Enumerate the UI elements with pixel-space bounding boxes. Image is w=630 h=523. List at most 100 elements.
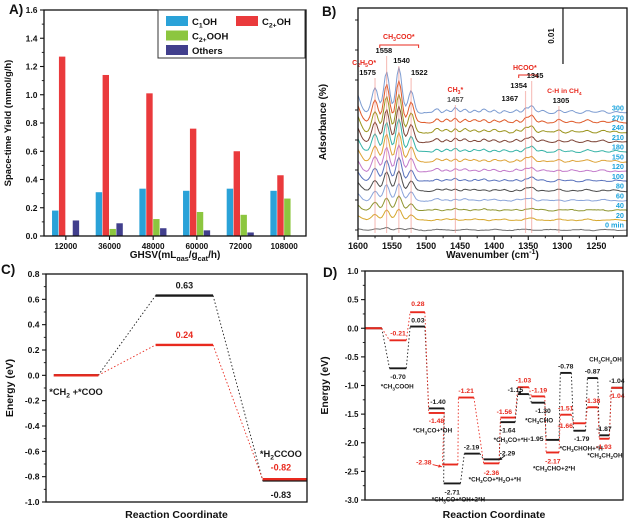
svg-text:1.6: 1.6: [26, 5, 38, 15]
svg-text:HCOO*: HCOO*: [513, 65, 537, 72]
svg-text:-2.71: -2.71: [444, 489, 460, 496]
svg-text:0.8: 0.8: [28, 269, 40, 279]
svg-text:1.2: 1.2: [26, 62, 38, 72]
svg-text:1354: 1354: [510, 81, 528, 90]
svg-text:GHSV(mLgas/gcat/h): GHSV(mLgas/gcat/h): [130, 250, 221, 261]
svg-text:C-H in CH4: C-H in CH4: [547, 88, 582, 97]
svg-text:1345: 1345: [527, 71, 544, 80]
svg-text:*CH3COOH: *CH3COOH: [381, 384, 414, 392]
svg-text:-1.56: -1.56: [497, 409, 513, 416]
panel-d-energy-diagram: 0.03 0.28 -0.21 -0.70 *CH3COOH -1.40 -1.48 *CH3…: [319, 267, 625, 521]
svg-text:40: 40: [616, 201, 624, 210]
panel-a-bar-chart: 0.0 0.2 0.4 0.6 0.8 1.0 1.2 1.4 1.6 12000 36000 480…: [3, 5, 307, 261]
svg-text:1367: 1367: [502, 94, 519, 103]
svg-text:Space-time Yield (mmol/g/h): Space-time Yield (mmol/g/h): [3, 60, 14, 187]
svg-text:0.5: 0.5: [347, 296, 359, 305]
svg-text:20: 20: [616, 211, 624, 220]
svg-text:*CH3CO+*OH: *CH3CO+*OH: [413, 428, 453, 436]
svg-text:1457: 1457: [447, 95, 464, 104]
svg-text:1305: 1305: [553, 96, 570, 105]
svg-text:-1.03: -1.03: [516, 377, 532, 384]
panel-c-energy-diagram: 0.63 0.24 *CH2 +*COO *H2CCOO-0.82 -0.83 -1.0 -…: [4, 269, 308, 521]
svg-text:-1.15: -1.15: [508, 387, 524, 394]
panel-b-letter: B): [322, 4, 337, 19]
svg-text:0.63: 0.63: [176, 281, 194, 291]
svg-text:-0.8: -0.8: [25, 472, 40, 482]
svg-text:Energy (eV): Energy (eV): [4, 359, 16, 417]
svg-text:0.4: 0.4: [28, 320, 40, 330]
svg-text:150: 150: [612, 152, 624, 161]
svg-text:-1.51: -1.51: [558, 406, 574, 413]
svg-text:1250: 1250: [586, 241, 606, 251]
svg-text:-1.19: -1.19: [532, 387, 548, 394]
svg-text:Adsorbance (%): Adsorbance (%): [318, 84, 329, 160]
svg-text:-1.93: -1.93: [596, 444, 612, 451]
svg-text:108000: 108000: [271, 242, 299, 251]
svg-text:1.0: 1.0: [347, 267, 359, 276]
svg-text:36000: 36000: [98, 242, 121, 251]
svg-text:180: 180: [612, 143, 624, 152]
svg-text:240: 240: [612, 123, 624, 132]
svg-text:-2.5: -2.5: [345, 467, 359, 476]
svg-text:300: 300: [612, 104, 624, 113]
svg-text:Wavenumber (cm-1): Wavenumber (cm-1): [446, 247, 539, 261]
svg-text:CH3CH2OH: CH3CH2OH: [589, 357, 622, 365]
svg-text:-1.95: -1.95: [528, 436, 544, 443]
svg-text:-1.04: -1.04: [609, 378, 625, 385]
svg-text:-1.87: -1.87: [596, 426, 612, 433]
svg-text:0.2: 0.2: [26, 203, 38, 213]
svg-text:80: 80: [616, 182, 624, 191]
svg-text:Energy (eV): Energy (eV): [319, 356, 331, 414]
svg-text:-0.70: -0.70: [390, 374, 406, 381]
svg-text:C2+OH: C2+OH: [262, 17, 291, 30]
svg-text:48000: 48000: [142, 242, 165, 251]
svg-text:0.0: 0.0: [26, 231, 38, 241]
svg-text:-0.87: -0.87: [585, 369, 601, 376]
svg-text:1540: 1540: [393, 56, 410, 65]
svg-text:-0.4: -0.4: [25, 421, 40, 431]
svg-text:*CH3CH2OH: *CH3CH2OH: [587, 452, 623, 460]
svg-text:-2.38: -2.38: [416, 460, 432, 467]
svg-text:-1.64: -1.64: [500, 428, 516, 435]
svg-text:-1.0: -1.0: [25, 497, 40, 507]
svg-text:-0.5: -0.5: [345, 353, 359, 362]
svg-text:-1.79: -1.79: [574, 436, 590, 443]
panel-a-letter: A): [9, 2, 24, 17]
svg-text:*CH3CO+*H: *CH3CO+*H: [494, 437, 529, 445]
svg-text:-1.21: -1.21: [458, 388, 474, 395]
svg-text:60000: 60000: [185, 242, 208, 251]
svg-text:*CH3CHOH+*H: *CH3CHOH+*H: [560, 445, 604, 453]
svg-text:CH3*: CH3*: [448, 87, 464, 96]
panel-c-letter: C): [1, 262, 16, 277]
svg-text:1300: 1300: [552, 241, 572, 251]
svg-text:1500: 1500: [416, 241, 436, 251]
svg-text:1.4: 1.4: [26, 33, 38, 43]
svg-text:-1.04: -1.04: [609, 393, 625, 400]
svg-text:-1.48: -1.48: [429, 418, 445, 425]
svg-text:-1.66: -1.66: [557, 423, 573, 430]
svg-text:C2H5O*: C2H5O*: [352, 60, 376, 69]
svg-text:0 min: 0 min: [605, 221, 624, 230]
svg-text:0.01: 0.01: [547, 28, 556, 44]
svg-text:1550: 1550: [382, 241, 402, 251]
svg-text:*CH2 +*COO: *CH2 +*COO: [49, 387, 103, 400]
svg-text:-1.38: -1.38: [585, 398, 601, 405]
svg-text:-2.17: -2.17: [545, 458, 561, 465]
svg-text:0.0: 0.0: [28, 370, 40, 380]
svg-text:Reaction Coordinate: Reaction Coordinate: [443, 509, 546, 521]
svg-text:C1OH: C1OH: [192, 17, 217, 30]
svg-text:1600: 1600: [348, 241, 368, 251]
svg-text:-0.21: -0.21: [390, 331, 406, 338]
svg-text:0.28: 0.28: [411, 301, 424, 308]
svg-text:210: 210: [612, 133, 624, 142]
svg-text:0.4: 0.4: [26, 175, 38, 185]
svg-text:12000: 12000: [54, 242, 77, 251]
svg-text:0.8: 0.8: [26, 118, 38, 128]
svg-text:-2.36: -2.36: [484, 470, 500, 477]
svg-text:-2.29: -2.29: [500, 451, 516, 458]
panel-d-letter: D): [323, 265, 338, 280]
svg-text:0.24: 0.24: [176, 330, 194, 340]
svg-text:-2.0: -2.0: [345, 439, 359, 448]
svg-text:120: 120: [612, 162, 624, 171]
